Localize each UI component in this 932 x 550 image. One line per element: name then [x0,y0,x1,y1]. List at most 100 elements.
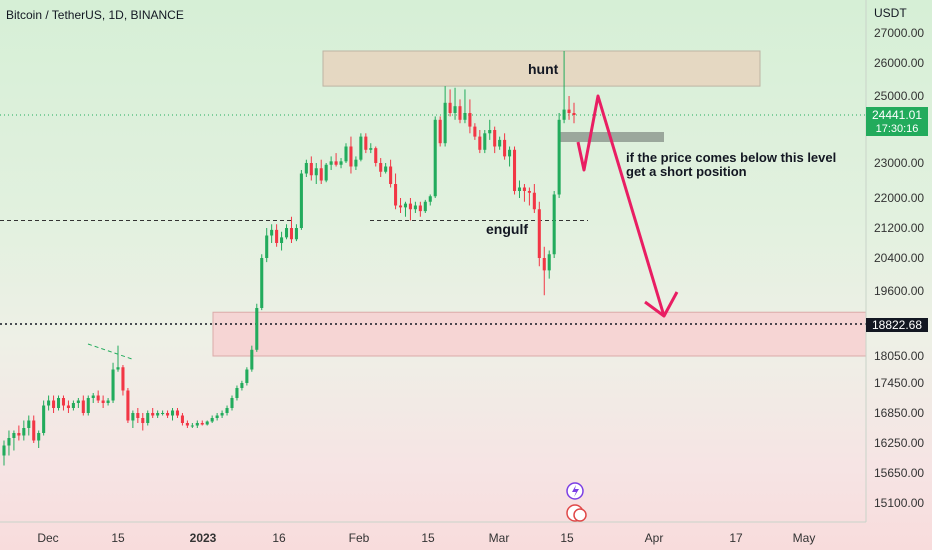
candle-body [379,163,383,172]
price-tick-label: 19600.00 [874,284,924,298]
candle-body [483,133,487,150]
candle-body [294,228,298,240]
candle-body [195,423,199,426]
candle-body [37,433,41,441]
candle-body [61,398,66,406]
bar-countdown-tag: 17:30:16 [866,122,928,136]
candle-body [121,367,125,391]
time-tick-label: 15 [560,531,574,545]
candle-body [418,205,422,212]
candle-body [527,191,531,193]
candle-body [284,228,289,238]
candle-body [478,136,482,150]
time-tick-label: Apr [645,531,664,545]
level-price-tag: 18822.68 [866,318,928,332]
candle-body [349,146,353,167]
time-tick-label: Mar [489,531,510,545]
candle-body [215,415,219,418]
candle-body [7,438,11,446]
candle-body [522,187,526,191]
candle-body [91,395,95,398]
candle-body [324,164,328,181]
time-tick-label: 15 [111,531,125,545]
candle-body [12,433,16,438]
candle-body [275,229,279,243]
candle-body [557,119,561,195]
candle-body [190,425,194,427]
candle-body [47,400,51,406]
candle-body [438,119,442,144]
candle-body [508,149,512,157]
candle-body [339,161,343,165]
time-tick-label: 17 [729,531,743,545]
us-flag-icon-2 [573,508,587,522]
candle-body [369,148,373,150]
candle-body [96,395,100,401]
candle-body [151,413,155,416]
candle-body [547,254,551,271]
candle-body [146,413,150,423]
candle-body [537,209,541,258]
projection-arrow [576,94,666,317]
price-tick-label: 17450.00 [874,376,924,390]
candle-body [250,349,254,370]
candle-body [205,421,209,425]
time-tick-label: 2023 [190,531,217,545]
candle-body [448,102,452,113]
candle-body [309,163,313,176]
candle-body [299,173,303,228]
candle-body [81,400,85,413]
trendline [87,343,133,360]
price-tick-label: 16850.00 [874,406,924,420]
candle-body [166,413,170,416]
candle-body [200,423,204,425]
candle-body [344,146,348,162]
candle-body [22,428,26,436]
candle-body [141,418,145,423]
time-tick-label: May [793,531,816,545]
candle-body [156,413,160,416]
price-tick-label: 16250.00 [874,436,924,450]
candle-body [225,408,229,413]
candle-body [572,113,576,116]
candle-body [27,420,31,428]
price-tick-label: 15100.00 [874,496,924,510]
candle-body [265,235,269,258]
trigger-level-box [560,132,664,142]
candle-body [488,130,492,134]
price-tick-label: 20400.00 [874,251,924,265]
candle-body [71,403,75,408]
lightning-icon [572,485,579,497]
time-tick-label: 15 [421,531,435,545]
price-tick-label: 18050.00 [874,349,924,363]
candle-body [161,413,165,414]
candle-body [17,433,21,436]
price-tick-label: 22000.00 [874,191,924,205]
candle-body [235,388,239,398]
candle-body [270,229,274,236]
candle-body [2,445,6,456]
hunt-zone [322,50,761,87]
candle-body [56,398,61,408]
candle-body [185,423,189,426]
price-tick-label: 23000.00 [874,156,924,170]
candle-body [384,166,388,172]
candle-body [443,102,447,144]
candle-body [175,410,180,416]
time-tick-label: Feb [349,531,370,545]
candle-body [517,187,522,191]
candle-body [468,113,472,127]
candle-body [403,203,408,208]
last-price-tag: 24441.01 [866,107,928,123]
candle-body [32,420,36,441]
candle-body [567,109,571,113]
candle-body [220,413,224,416]
note-line-1: if the price comes below this level [626,150,837,165]
arrow-head [644,291,679,318]
candle-body [542,258,546,271]
candle-body [136,413,140,418]
candle-body [433,119,437,197]
candle-body [314,168,318,176]
